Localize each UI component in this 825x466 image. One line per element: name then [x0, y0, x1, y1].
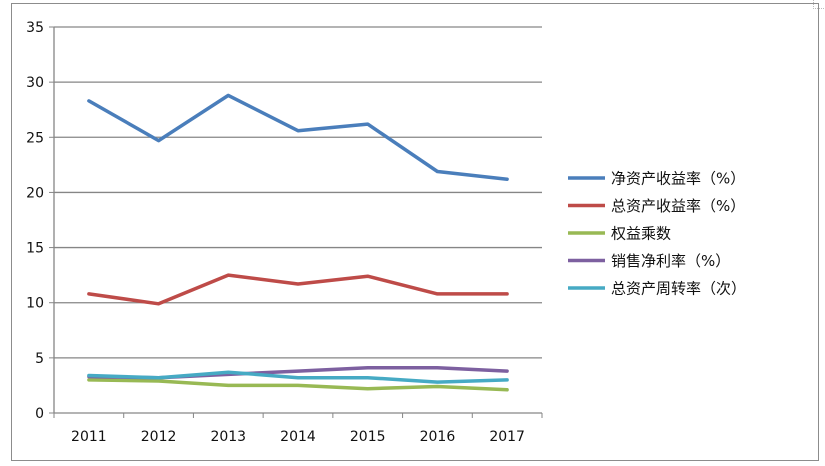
y-tick-label: 25: [26, 130, 44, 146]
legend-item: 总资产收益率（%）: [568, 197, 745, 215]
data-point: [366, 387, 369, 390]
legend-item: 权益乘数: [568, 225, 671, 243]
series-lines: [87, 93, 509, 392]
data-point: [366, 366, 369, 369]
x-axis-ticks: 2011 2012 2013 2014 2015 2016 2017: [71, 429, 525, 445]
data-point: [297, 129, 299, 132]
y-tick-label: 15: [26, 241, 44, 257]
data-point: [88, 293, 90, 295]
data-point: [297, 384, 299, 387]
legend-label: 总资产周转率（次）: [611, 280, 746, 298]
y-tick-label: 20: [26, 185, 44, 201]
data-point: [227, 274, 230, 276]
legend-label: 销售净利率（%）: [611, 252, 730, 270]
data-point: [157, 303, 160, 305]
data-point: [366, 376, 369, 379]
data-point: [227, 373, 230, 376]
chart-frame: [11, 3, 819, 461]
x-tick-label: 2015: [350, 429, 386, 445]
data-point: [157, 376, 160, 379]
data-point: [157, 380, 160, 382]
y-axis-ticks: 0 5 10 15 20 25 30 35: [26, 20, 44, 422]
data-point: [506, 379, 508, 381]
gridlines: [54, 26, 542, 359]
x-tick-label: 2011: [71, 429, 107, 445]
x-tick-label: 2013: [210, 429, 246, 445]
x-tick-label: 2012: [141, 429, 177, 445]
y-tick-label: 5: [35, 351, 44, 367]
legend-item: 销售净利率（%）: [568, 252, 730, 270]
y-tick-label: 0: [35, 406, 44, 422]
legend-item: 总资产周转率（次）: [568, 280, 746, 298]
data-point: [88, 100, 90, 102]
data-point: [506, 293, 508, 295]
x-tick-label: 2016: [420, 429, 456, 445]
data-point: [436, 385, 439, 388]
data-point: [88, 379, 90, 381]
y-tick-label: 30: [26, 75, 44, 91]
data-point: [506, 389, 508, 391]
data-point: [227, 384, 230, 387]
data-point: [436, 170, 439, 173]
y-tick-label: 10: [26, 296, 44, 312]
data-point: [297, 376, 299, 379]
data-point: [297, 370, 299, 372]
data-point: [366, 275, 369, 278]
data-point: [366, 123, 369, 125]
x-tick-label: 2017: [489, 429, 525, 445]
data-point: [506, 178, 508, 180]
axes: [49, 26, 543, 418]
data-point: [227, 94, 230, 97]
y-tick-label: 35: [26, 20, 44, 36]
series-line-1: [87, 273, 509, 306]
x-tick-label: 2014: [280, 429, 316, 445]
data-point: [157, 139, 160, 142]
data-point: [506, 370, 508, 372]
data-point: [88, 374, 90, 377]
data-point: [436, 293, 439, 295]
legend-item: 净资产收益率（%）: [568, 170, 745, 188]
data-point: [436, 366, 439, 369]
legend-label: 权益乘数: [611, 225, 671, 243]
corner-mark: [813, 0, 825, 9]
legend-label: 总资产收益率（%）: [611, 197, 745, 215]
data-point: [297, 283, 299, 285]
legend-label: 净资产收益率（%）: [611, 170, 745, 188]
data-point: [227, 371, 230, 373]
data-point: [436, 381, 439, 383]
